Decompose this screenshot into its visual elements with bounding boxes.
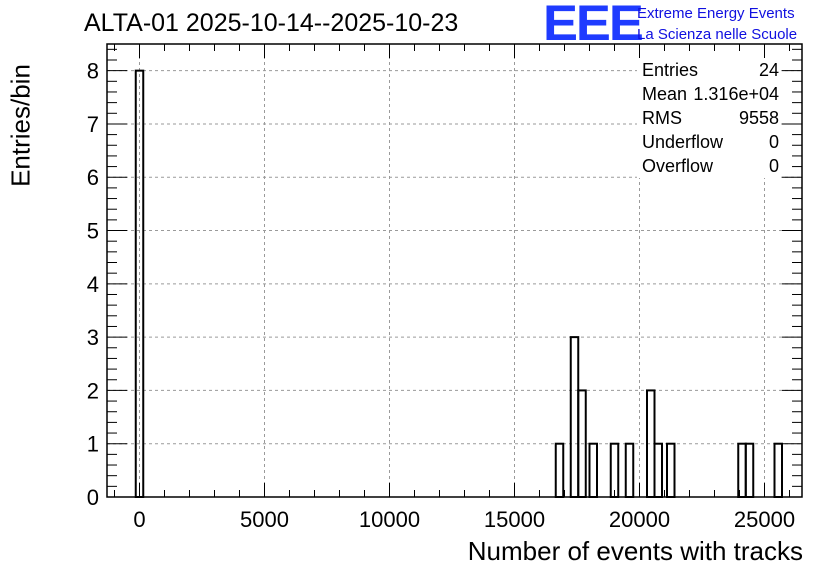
stats-mean: Mean 1.316e+04 xyxy=(637,82,781,106)
x-tick-label: 0 xyxy=(133,507,145,532)
histogram-bin xyxy=(773,442,783,498)
logo-caption: Extreme Energy Events La Scienza nelle S… xyxy=(637,3,797,45)
x-tick-label: 5000 xyxy=(240,507,289,532)
y-tick-label: 8 xyxy=(87,59,99,84)
stats-entries: Entries 24 xyxy=(637,58,781,82)
x-tick-label: 15000 xyxy=(484,507,545,532)
histogram-bin xyxy=(588,442,598,498)
stats-box: Entries 24 Mean 1.316e+04 RMS 9558 Under… xyxy=(637,58,781,178)
axis-ticks: 0 5000 10000 15000 20000 25000 0 1 2 3 4 5 6 7 8 xyxy=(87,44,802,532)
stats-rms-label: RMS xyxy=(642,108,682,128)
y-tick-label: 1 xyxy=(87,432,99,457)
x-tick-label: 20000 xyxy=(609,507,670,532)
histogram-bin xyxy=(666,442,676,498)
x-axis-label: Number of events with tracks xyxy=(467,536,803,566)
histogram-bin xyxy=(609,442,620,498)
chart-title: ALTA-01 2025-10-14--2025-10-23 xyxy=(84,9,459,37)
stats-mean-label: Mean xyxy=(642,84,688,104)
plot-frame xyxy=(106,43,803,498)
stats-entries-label: Entries xyxy=(642,60,699,80)
x-tick-label: 25000 xyxy=(734,507,795,532)
grid-lines xyxy=(107,44,802,497)
logo-line-2: La Scienza nelle Scuole xyxy=(637,26,798,43)
histogram-bin xyxy=(653,442,663,498)
stats-mean-value: 1.316e+04 xyxy=(693,84,779,104)
stats-underflow: Underflow 0 xyxy=(637,130,781,154)
stats-overflow-value: 0 xyxy=(768,156,779,176)
stats-underflow-value: 0 xyxy=(768,132,779,152)
y-tick-label: 0 xyxy=(87,485,99,510)
histogram-bin xyxy=(569,336,580,498)
y-axis-label: Entries/bin xyxy=(5,64,36,187)
stats-overflow: Overflow 0 xyxy=(637,154,781,178)
histogram-bin xyxy=(737,442,747,498)
histogram-bin xyxy=(744,442,755,498)
y-tick-label: 3 xyxy=(87,325,99,350)
stats-rms: RMS 9558 xyxy=(637,106,781,130)
logo-line-1: Extreme Energy Events xyxy=(637,5,795,22)
stats-overflow-label: Overflow xyxy=(642,156,714,176)
stats-underflow-label: Underflow xyxy=(642,132,724,152)
y-tick-label: 6 xyxy=(87,165,99,190)
y-tick-label: 2 xyxy=(87,378,99,403)
y-tick-label: 5 xyxy=(87,219,99,244)
y-tick-label: 4 xyxy=(87,272,99,297)
stats-rms-value: 9558 xyxy=(738,108,779,128)
histogram-bin xyxy=(554,442,565,498)
y-tick-label: 7 xyxy=(87,112,99,137)
eee-logo: EEE xyxy=(543,0,644,51)
histogram-bin xyxy=(624,442,635,498)
x-tick-label: 10000 xyxy=(359,507,420,532)
stats-entries-value: 24 xyxy=(758,60,779,80)
